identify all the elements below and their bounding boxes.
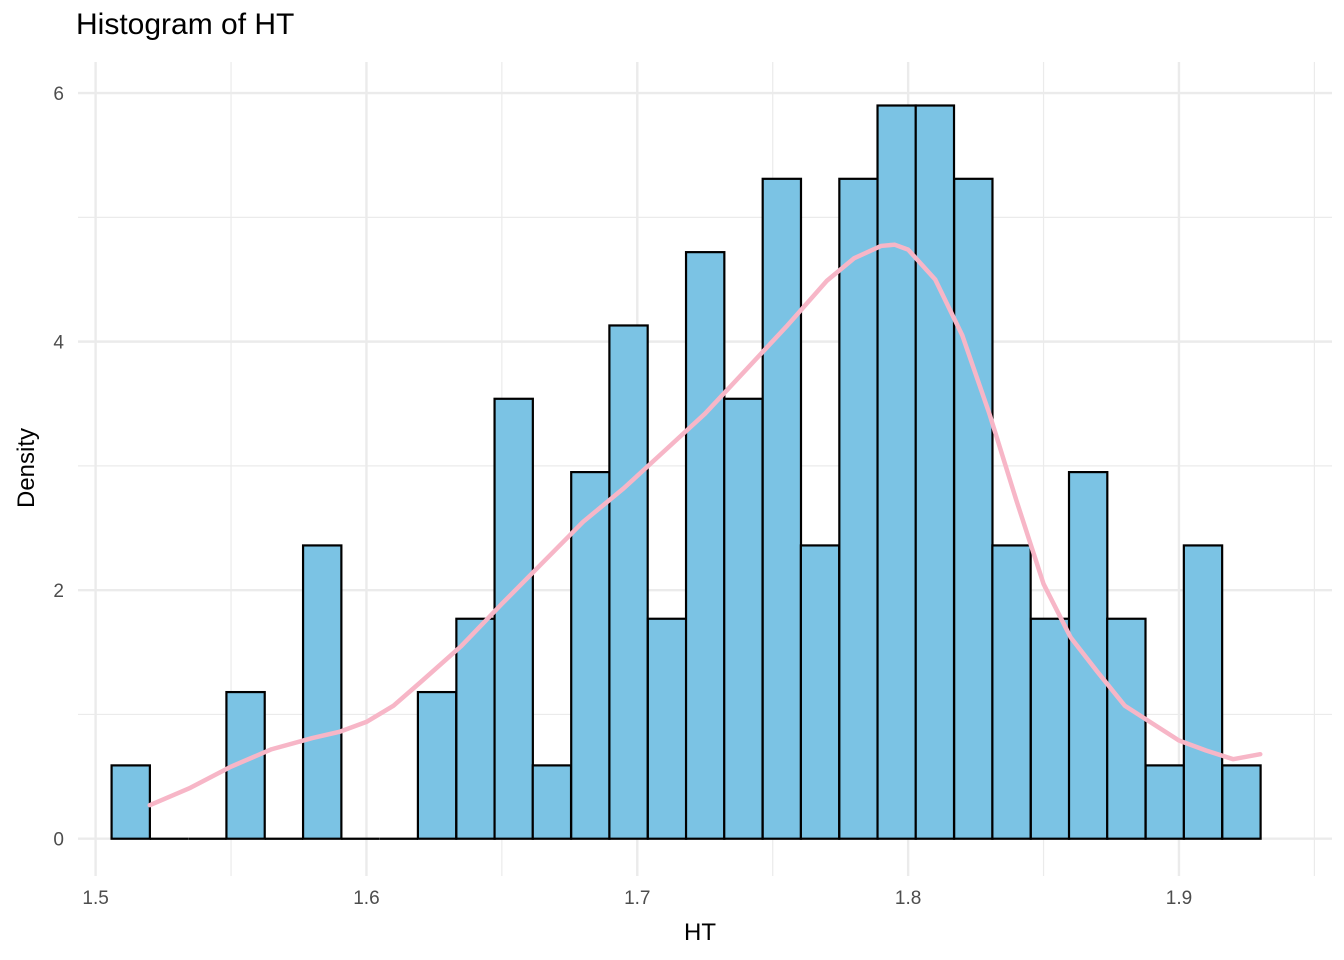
density-curve-layer <box>147 242 1263 808</box>
histogram-bar <box>608 324 649 840</box>
x-tick-label: 1.7 <box>624 888 650 909</box>
histogram-bar <box>455 617 496 840</box>
histogram-bar <box>799 544 841 840</box>
y-tick-label: 0 <box>53 830 64 851</box>
density-curve <box>147 242 1263 808</box>
histogram-bar <box>416 690 458 840</box>
histogram-bar <box>838 177 879 840</box>
histogram-bar <box>1182 544 1224 840</box>
histogram-bar <box>723 397 764 840</box>
histogram-bar <box>646 617 688 840</box>
x-tick-label: 1.8 <box>895 888 921 909</box>
histogram-bar <box>1221 764 1262 840</box>
histogram-bars <box>110 104 1262 840</box>
x-axis-title: HT <box>684 919 716 946</box>
histogram-bar <box>684 251 726 840</box>
y-tick-label: 2 <box>53 581 64 602</box>
x-tick-label: 1.9 <box>1166 888 1192 909</box>
histogram-bar <box>301 544 343 840</box>
x-tick-label: 1.6 <box>353 888 379 909</box>
y-axis-title: Density <box>13 428 40 508</box>
histogram-bar <box>761 177 803 840</box>
histogram-bar <box>914 104 956 840</box>
histogram-bar <box>570 471 611 840</box>
histogram-bar <box>493 397 534 840</box>
histogram-bar <box>531 764 573 840</box>
histogram-bar <box>876 104 917 840</box>
y-tick-label: 6 <box>53 84 64 105</box>
histogram-bar <box>110 764 151 840</box>
histogram-bar <box>1029 617 1071 840</box>
x-axis-ticks: 1.5 1.6 1.7 1.8 1.9 <box>82 888 1192 909</box>
histogram-bar <box>1106 617 1147 840</box>
histogram-bar <box>1067 471 1109 840</box>
y-axis-ticks: 0 2 4 6 <box>53 84 64 851</box>
histogram-bar <box>1144 764 1186 840</box>
histogram-bar <box>953 177 994 840</box>
x-tick-label: 1.5 <box>82 888 108 909</box>
histogram-bar <box>991 544 1032 840</box>
y-tick-label: 4 <box>53 333 64 354</box>
chart-title: Histogram of HT <box>76 8 295 41</box>
